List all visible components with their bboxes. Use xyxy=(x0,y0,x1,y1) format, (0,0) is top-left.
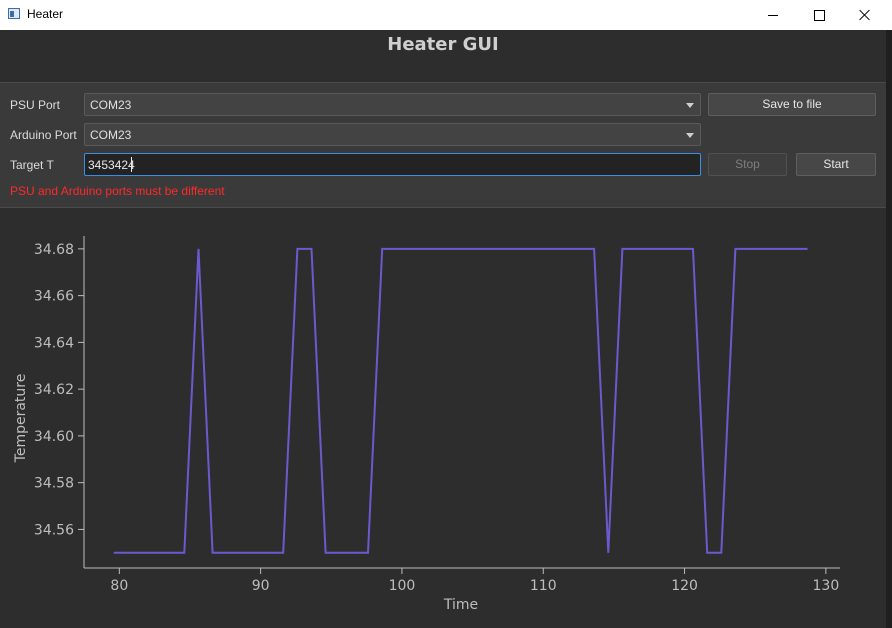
psu-port-select[interactable]: COM23 xyxy=(84,93,701,116)
arduino-port-value: COM23 xyxy=(90,128,132,142)
target-temperature-label: Target T xyxy=(10,158,54,172)
y-tick-label: 34.68 xyxy=(34,242,74,258)
y-tick-label: 34.64 xyxy=(34,335,74,351)
target-temperature-value: 3453424 xyxy=(88,158,135,172)
control-panel: PSU Port COM23 Save to file Arduino Port… xyxy=(0,82,886,208)
y-tick-label: 34.62 xyxy=(34,382,74,398)
app-title: Heater GUI xyxy=(387,34,499,55)
x-tick-label: 80 xyxy=(110,578,128,594)
plot-area: 34.56 34.58 34.60 34.62 34.64 34.66 34.68 80 90 1… xyxy=(34,236,840,594)
chevron-down-icon xyxy=(686,133,694,138)
psu-port-label: PSU Port xyxy=(10,98,61,112)
y-tick-label: 34.58 xyxy=(34,476,74,492)
minimize-icon xyxy=(768,14,778,16)
y-tick-label: 34.60 xyxy=(34,429,74,445)
arduino-port-select[interactable]: COM23 xyxy=(84,123,701,146)
x-axis-label: Time xyxy=(443,597,478,613)
chevron-down-icon xyxy=(686,103,694,108)
y-tick-label: 34.66 xyxy=(34,289,74,305)
temperature-series-line xyxy=(113,247,808,554)
close-button[interactable] xyxy=(842,0,888,30)
error-message: PSU and Arduino ports must be different xyxy=(10,184,225,198)
x-tick-label: 110 xyxy=(530,578,557,594)
y-axis-label: Temperature xyxy=(13,374,29,464)
save-to-file-button[interactable]: Save to file xyxy=(708,93,876,116)
target-temperature-input[interactable]: 3453424 xyxy=(84,153,701,176)
window-right-edge xyxy=(886,30,892,628)
close-icon xyxy=(859,9,871,21)
x-tick-label: 90 xyxy=(252,578,270,594)
x-tick-label: 120 xyxy=(671,578,698,594)
maximize-icon xyxy=(813,9,825,21)
window-title: Heater xyxy=(27,7,64,21)
psu-port-value: COM23 xyxy=(90,98,132,112)
app-window-icon xyxy=(8,8,20,19)
y-tick-label: 34.56 xyxy=(34,522,74,538)
temperature-chart: 34.56 34.58 34.60 34.62 34.64 34.66 34.68 80 90 1… xyxy=(13,236,840,613)
minimize-button[interactable] xyxy=(750,0,796,30)
start-button[interactable]: Start xyxy=(796,153,876,176)
window-titlebar: Heater xyxy=(0,0,892,30)
text-caret xyxy=(131,157,132,172)
x-tick-label: 100 xyxy=(389,578,416,594)
x-tick-label: 130 xyxy=(813,578,840,594)
arduino-port-label: Arduino Port xyxy=(10,128,77,142)
stop-button[interactable]: Stop xyxy=(708,153,787,176)
maximize-button[interactable] xyxy=(796,0,842,30)
